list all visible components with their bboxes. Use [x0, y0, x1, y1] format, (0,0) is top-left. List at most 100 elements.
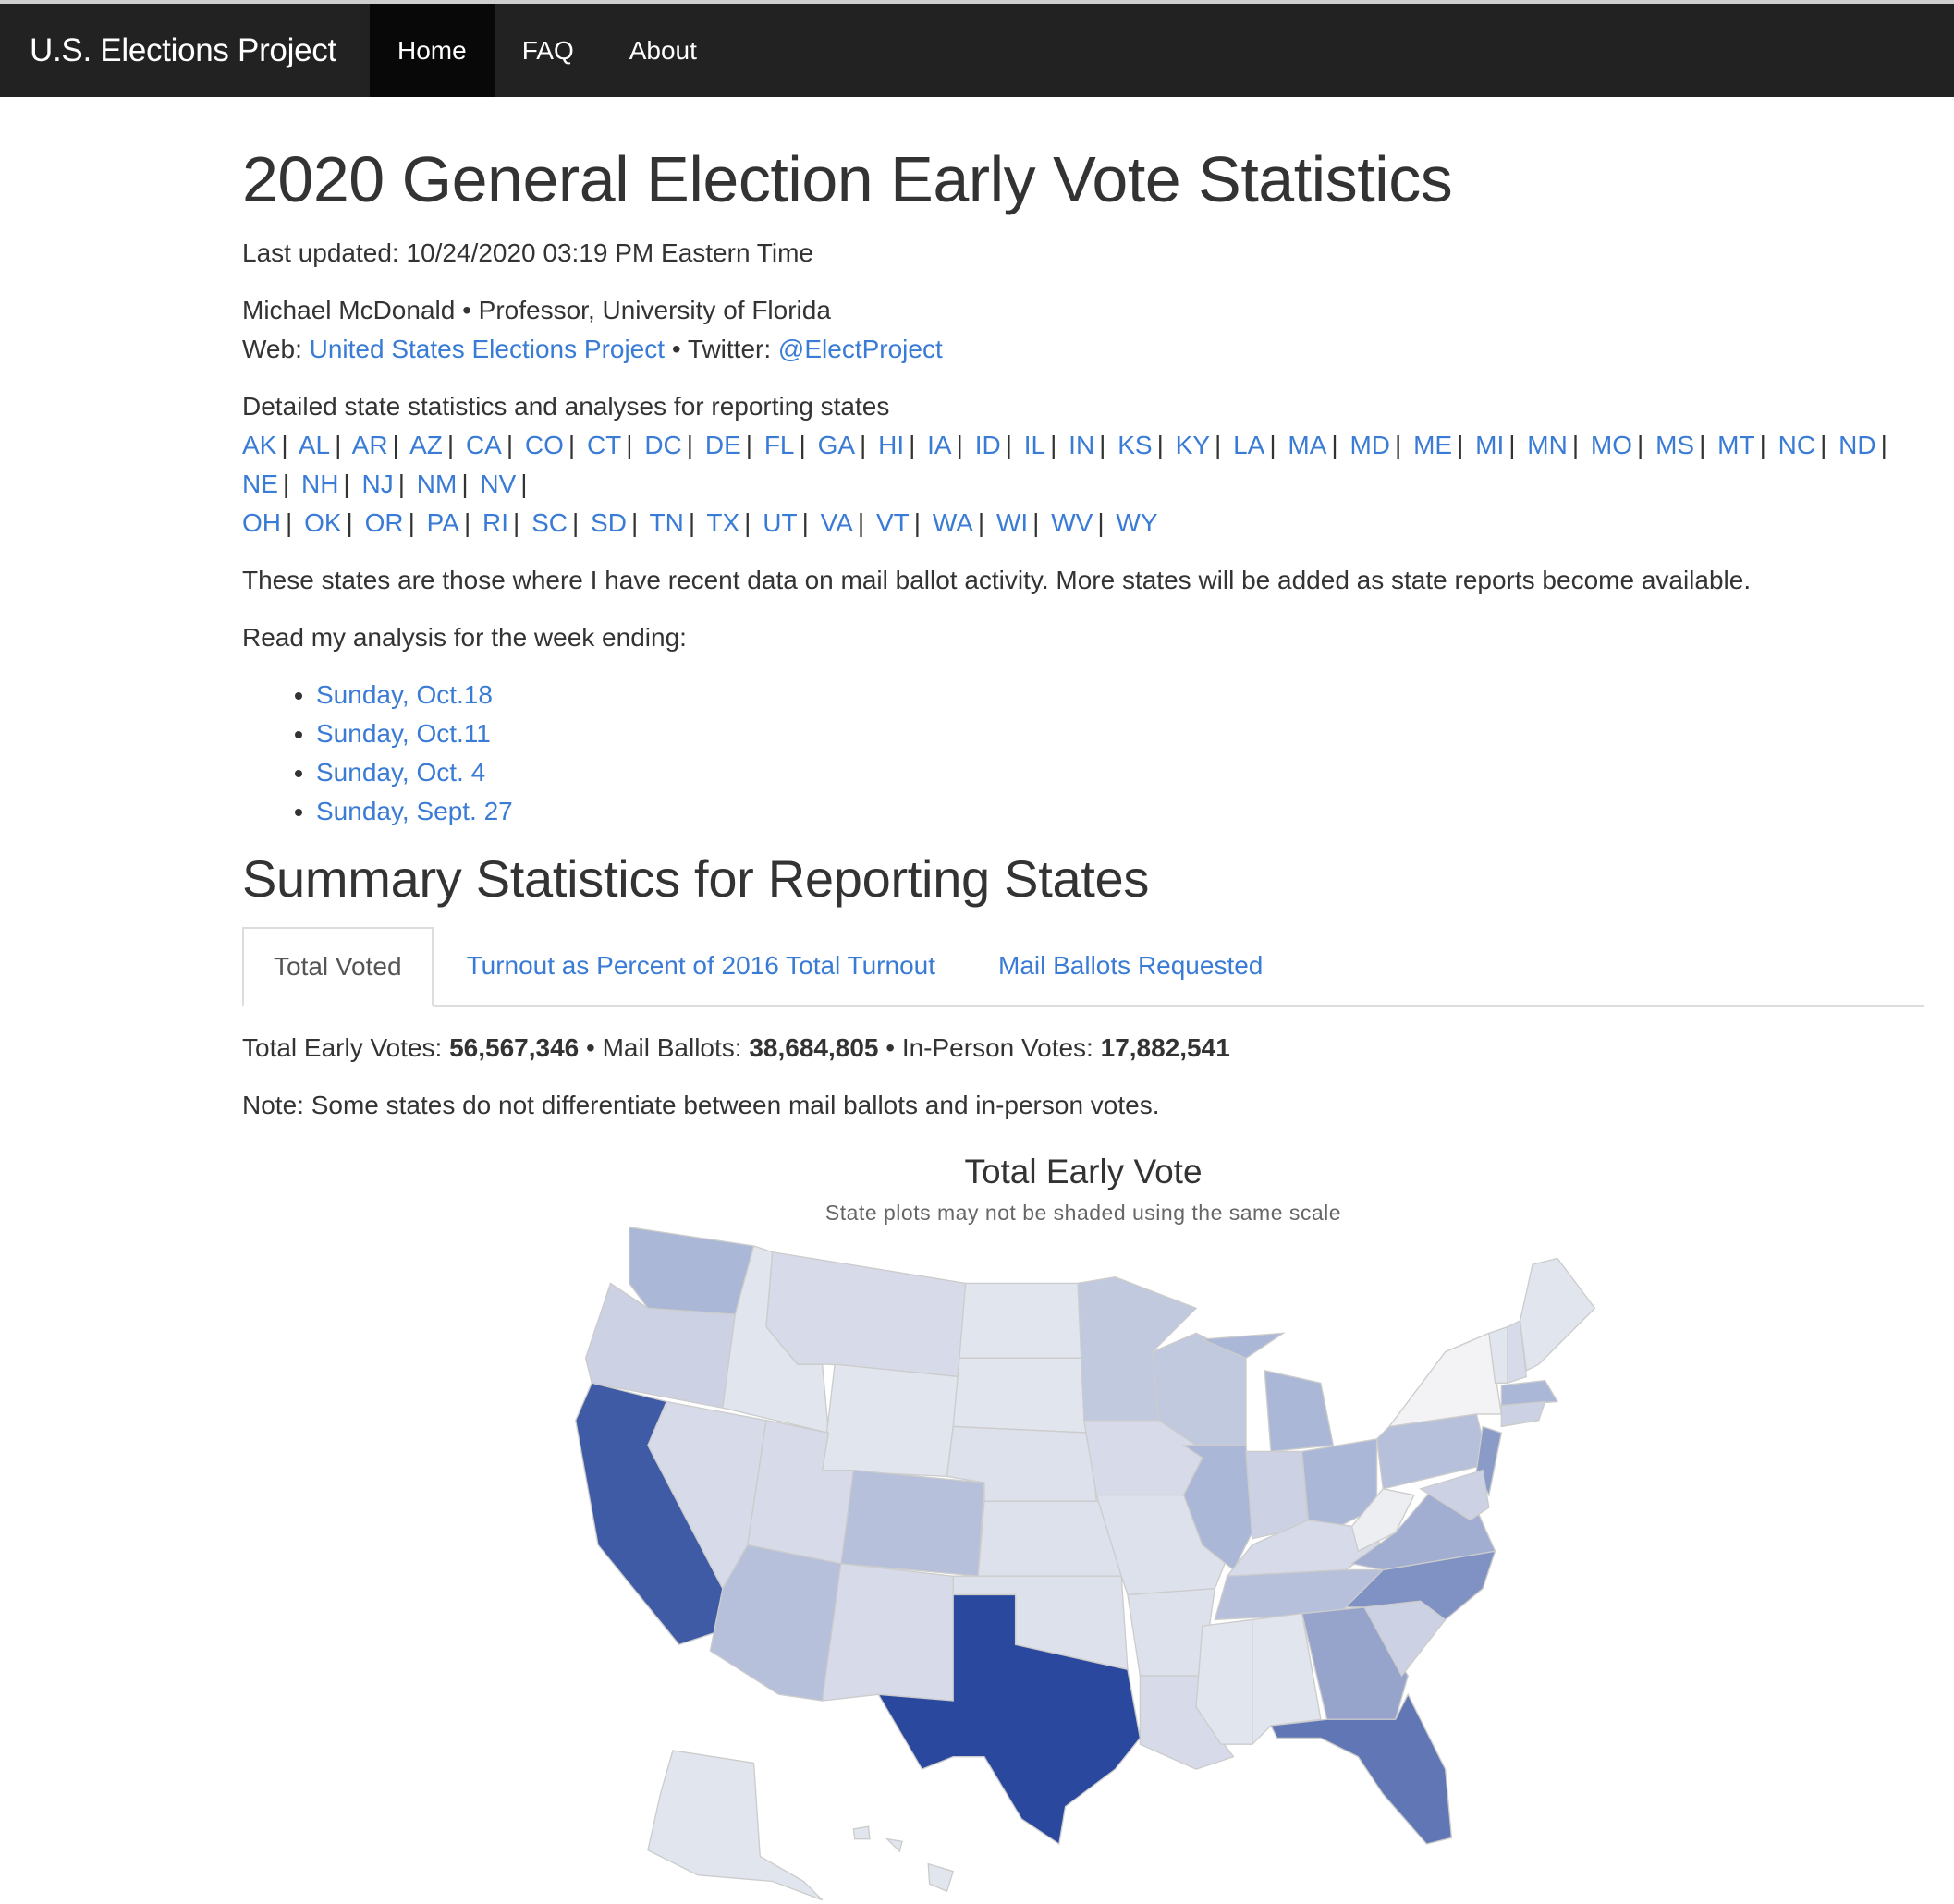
state-link-hi[interactable]: HI	[878, 431, 905, 459]
state-ny[interactable]	[1387, 1332, 1503, 1428]
state-link-ma[interactable]: MA	[1288, 431, 1327, 459]
window-top-border	[0, 0, 1954, 4]
state-link-mn[interactable]: MN	[1527, 431, 1568, 459]
state-link-wi[interactable]: WI	[995, 508, 1029, 537]
state-link-ok[interactable]: OK	[304, 508, 342, 537]
state-link-ne[interactable]: NE	[242, 470, 278, 498]
tab-mail-ballots-requested[interactable]: Mail Ballots Requested	[998, 951, 1264, 980]
state-link-nc[interactable]: NC	[1777, 431, 1816, 459]
state-link-ar[interactable]: AR	[351, 431, 388, 459]
separator: |	[801, 508, 809, 537]
state-link-me[interactable]: ME	[1413, 431, 1453, 459]
web-link[interactable]: United States Elections Project	[309, 335, 666, 363]
separator: |	[1050, 431, 1057, 459]
state-link-sc[interactable]: SC	[531, 508, 568, 537]
state-ks[interactable]	[977, 1500, 1123, 1577]
state-wy[interactable]	[821, 1363, 960, 1478]
separator: |	[513, 508, 520, 537]
state-link-fl[interactable]: FL	[763, 431, 795, 459]
state-ms[interactable]	[1195, 1618, 1253, 1745]
analysis-link[interactable]: Sunday, Oct.18	[316, 680, 493, 709]
state-wa[interactable]	[629, 1226, 755, 1315]
state-ak[interactable]	[647, 1750, 824, 1901]
state-link-nd[interactable]: ND	[1838, 431, 1876, 459]
state-link-il[interactable]: IL	[1023, 431, 1046, 459]
state-link-dc[interactable]: DC	[644, 431, 682, 459]
web-label: Web:	[242, 335, 310, 363]
state-link-tn[interactable]: TN	[649, 508, 684, 537]
state-ma[interactable]	[1500, 1379, 1559, 1407]
state-link-de[interactable]: DE	[704, 431, 741, 459]
state-mi[interactable]	[1202, 1332, 1335, 1453]
state-me[interactable]	[1519, 1257, 1596, 1372]
analysis-link[interactable]: Sunday, Oct.11	[316, 719, 491, 748]
state-md[interactable]	[1419, 1469, 1490, 1521]
state-link-az[interactable]: AZ	[409, 431, 443, 459]
early-total: 56,567,346	[449, 1033, 580, 1062]
state-sd[interactable]	[952, 1357, 1092, 1434]
state-link-nm[interactable]: NM	[416, 470, 458, 498]
state-link-ia[interactable]: IA	[927, 431, 952, 459]
tab-turnout-percent[interactable]: Turnout as Percent of 2016 Total Turnout	[466, 951, 935, 980]
state-link-co[interactable]: CO	[524, 431, 564, 459]
state-link-tx[interactable]: TX	[706, 508, 740, 537]
analysis-intro: Read my analysis for the week ending:	[242, 623, 687, 652]
separator: |	[1215, 431, 1222, 459]
state-oh[interactable]	[1301, 1438, 1378, 1528]
state-link-va[interactable]: VA	[820, 508, 853, 537]
twitter-link[interactable]: @ElectProject	[777, 335, 943, 363]
state-link-ct[interactable]: CT	[586, 431, 622, 459]
state-link-wa[interactable]: WA	[932, 508, 973, 537]
state-link-wv[interactable]: WV	[1051, 508, 1093, 537]
state-hi[interactable]	[852, 1825, 955, 1893]
state-ct[interactable]	[1500, 1400, 1546, 1428]
state-link-ut[interactable]: UT	[763, 508, 798, 537]
list-item: Sunday, Oct. 4	[316, 753, 1924, 792]
tab-total-voted[interactable]: Total Voted	[242, 927, 434, 1007]
state-link-wy[interactable]: WY	[1116, 508, 1158, 537]
state-link-ri[interactable]: RI	[482, 508, 508, 537]
state-wv[interactable]	[1350, 1488, 1415, 1553]
state-link-ca[interactable]: CA	[465, 431, 502, 459]
state-link-nj[interactable]: NJ	[361, 470, 394, 498]
state-mt[interactable]	[765, 1251, 967, 1378]
state-link-mi[interactable]: MI	[1475, 431, 1505, 459]
state-link-in[interactable]: IN	[1069, 431, 1095, 459]
state-link-la[interactable]: LA	[1233, 431, 1265, 459]
state-link-ks[interactable]: KS	[1117, 431, 1153, 459]
state-link-pa[interactable]: PA	[426, 508, 459, 537]
state-link-ak[interactable]: AK	[242, 431, 277, 459]
state-link-mt[interactable]: MT	[1717, 431, 1755, 459]
state-link-sd[interactable]: SD	[591, 508, 627, 537]
analysis-link[interactable]: Sunday, Sept. 27	[316, 797, 513, 825]
state-link-vt[interactable]: VT	[875, 508, 910, 537]
state-link-oh[interactable]: OH	[242, 508, 281, 537]
state-link-md[interactable]: MD	[1349, 431, 1390, 459]
state-link-mo[interactable]: MO	[1590, 431, 1633, 459]
nav-faq[interactable]: FAQ	[521, 35, 574, 65]
state-link-id[interactable]: ID	[974, 431, 1001, 459]
state-tx[interactable]	[877, 1593, 1142, 1846]
state-link-al[interactable]: AL	[298, 431, 331, 459]
state-link-nh[interactable]: NH	[300, 470, 339, 498]
state-nd[interactable]	[959, 1282, 1085, 1359]
navbar: U.S. Elections Project Home FAQ About	[0, 4, 1954, 97]
state-link-ga[interactable]: GA	[817, 431, 856, 459]
separator: |	[799, 431, 806, 459]
brand-link[interactable]: U.S. Elections Project	[30, 31, 336, 68]
state-co[interactable]	[840, 1469, 985, 1577]
state-fl[interactable]	[1269, 1692, 1453, 1845]
analysis-link[interactable]: Sunday, Oct. 4	[316, 758, 486, 787]
state-link-ky[interactable]: KY	[1175, 431, 1211, 459]
state-nm[interactable]	[821, 1562, 954, 1702]
separator: |	[1331, 431, 1338, 459]
state-link-nv[interactable]: NV	[480, 470, 517, 498]
nav-home[interactable]: Home	[370, 4, 495, 97]
separator: |	[688, 508, 696, 537]
state-link-ms[interactable]: MS	[1655, 431, 1695, 459]
separator: |	[913, 508, 922, 537]
nav-about[interactable]: About	[629, 35, 697, 65]
separator: |	[1156, 431, 1164, 459]
state-link-or[interactable]: OR	[364, 508, 404, 537]
